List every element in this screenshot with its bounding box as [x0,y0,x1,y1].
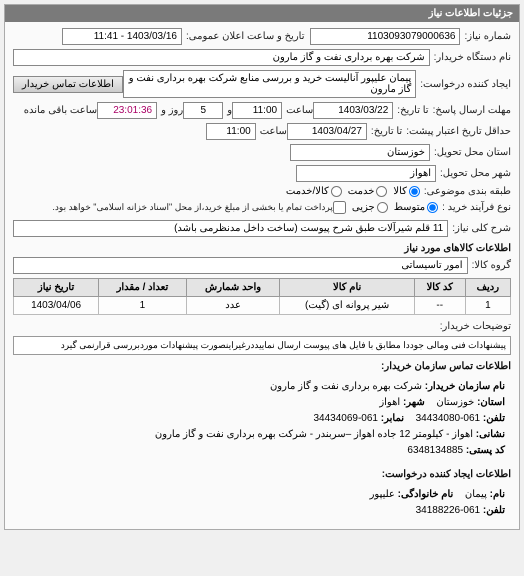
province-field: خوزستان [290,144,430,161]
deadline-date-field: 1403/03/22 [313,102,393,119]
th-date: تاریخ نیاز [14,279,99,297]
buyer-notes-box: پیشنهادات فنی ومالی جوددا مطابق با فایل … [13,336,511,355]
th-name: نام کالا [280,279,414,297]
radio-minor-input[interactable] [377,202,388,213]
main-panel: جزئیات اطلاعات نیاز شماره نیاز: 11030930… [4,4,520,530]
subject-radio-kala[interactable]: کالا [393,186,420,197]
radio-med-label: متوسط [394,202,425,213]
need-desc-field: 11 قلم شیرآلات طبق شرح پیوست (ساخت داخل … [13,220,448,237]
radio-minor-label: جزیی [352,202,375,213]
subject-radio-both[interactable]: کالا/خدمت [286,186,342,197]
need-desc-label: شرح کلی نیاز: [452,223,511,234]
request-number-label: شماره نیاز: [464,31,511,42]
radio-khedmat-label: خدمت [348,186,375,197]
process-radio-med[interactable]: متوسط [394,202,438,213]
cell-code: -- [414,297,465,315]
cell-date: 1403/04/06 [14,297,99,315]
c-post-value: 6348134885 [407,445,463,456]
table-header-row: ردیف کد کالا نام کالا واحد شمارش تعداد /… [14,279,511,297]
cr-name-label: نام: [490,489,505,500]
process-label: نوع فرآیند خرید : [442,202,511,213]
c-fax-value: 061-34434069 [313,413,378,424]
buyer-org-field: شرکت بهره برداری نفت و گاز مارون [13,49,430,66]
buyer-notes-label: توضیحات خریدار: [440,321,511,332]
c-address-value: اهواز - کیلومتر 12 جاده اهواز –سربندر - … [155,429,473,440]
validity-time-field: 11:00 [206,123,256,140]
goods-group-field: امور تاسیساتی [13,257,468,274]
days-field: 5 [183,102,223,119]
cr-lname-value: علیپور [370,489,395,500]
panel-title: جزئیات اطلاعات نیاز [5,5,519,22]
validity-time-label-2: ساعت [260,126,287,137]
city-field: اهواز [296,165,436,182]
subject-radio-group: کالا خدمت کالا/خدمت [286,186,420,197]
process-radio-minor[interactable]: جزیی [352,202,388,213]
c-province-label: استان: [477,397,505,408]
cell-name: شیر پروانه ای (گیت) [280,297,414,315]
c-org-label: نام سازمان خریدار: [425,381,505,392]
treasury-checkbox[interactable] [333,201,346,214]
creator-contact-block: نام: پیمان نام خانوادگی: علیپور تلفن: 06… [13,483,511,523]
city-label: شهر محل تحویل: [440,168,511,179]
c-post-label: کد پستی: [466,445,505,456]
radio-khedmat-input[interactable] [376,186,387,197]
validity-label: حداقل تاریخ اعتبار پیشت: [406,126,511,137]
radio-both-label: کالا/خدمت [286,186,329,197]
request-number-field: 1103093079000636 [310,28,460,45]
c-city-label: شهر: [403,397,425,408]
creator-label: ایجاد کننده درخواست: [420,79,511,90]
cell-qty: 1 [99,297,187,315]
radio-kala-input[interactable] [409,186,420,197]
buyer-contact-button[interactable]: اطلاعات تماس خریدار [13,76,123,93]
th-qty: تعداد / مقدار [99,279,187,297]
c-province-value: خوزستان [436,397,474,408]
subject-class-label: طبقه بندی موضوعی: [424,186,511,197]
deadline-reply-label: مهلت ارسال پاسخ: [433,105,511,116]
process-note: پرداخت تمام یا بخشی از مبلغ خرید،از محل … [52,202,332,213]
radio-kala-label: کالا [393,186,407,197]
th-code: کد کالا [414,279,465,297]
subject-radio-khedmat[interactable]: خدمت [348,186,388,197]
c-fax-label: نمابر: [381,413,404,424]
cr-lname-label: نام خانوادگی: [398,489,454,500]
radio-med-input[interactable] [427,202,438,213]
th-index: ردیف [465,279,510,297]
c-phone-value: 061-34434080 [416,413,481,424]
deadline-from-label: تا تاریخ: [397,105,428,116]
validity-date-field: 1403/04/27 [287,123,367,140]
deadline-time-label: ساعت [286,105,313,116]
remain-label: ساعت باقی مانده [24,105,97,116]
process-radio-group: متوسط جزیی [352,202,438,213]
goods-group-label: گروه کالا: [472,260,511,271]
deadline-time-field: 11:00 [232,102,282,119]
and-label: و [227,105,232,116]
c-address-label: نشانی: [476,429,505,440]
cr-phone-label: تلفن: [483,505,505,516]
contact-block: نام سازمان خریدار: شرکت بهره برداری نفت … [13,375,511,463]
contact-section-title: اطلاعات تماس سازمان خریدار: [13,361,511,372]
cr-phone-value: 061-34188226 [416,505,481,516]
req-creator-section: اطلاعات ایجاد کننده درخواست: [13,469,511,480]
goods-table: ردیف کد کالا نام کالا واحد شمارش تعداد /… [13,278,511,315]
remain-field: 23:01:36 [97,102,157,119]
public-date-label: تاریخ و ساعت اعلان عمومی: [186,31,305,42]
cell-index: 1 [465,297,510,315]
days-label: روز و [161,105,183,116]
th-unit: واحد شمارش [186,279,280,297]
validity-to-label: تا تاریخ: [371,126,402,137]
province-label: استان محل تحویل: [434,147,511,158]
c-city-value: اهواز [379,397,400,408]
goods-section-title: اطلاعات کالاهای مورد نیاز [13,243,511,254]
c-org-value: شرکت بهره برداری نفت و گاز مارون [270,381,422,392]
buyer-org-label: نام دستگاه خریدار: [434,52,511,63]
c-phone-label: تلفن: [483,413,505,424]
table-row: 1 -- شیر پروانه ای (گیت) عدد 1 1403/04/0… [14,297,511,315]
cr-name-value: پیمان [465,489,487,500]
creator-field: پیمان علیپور آنالیست خرید و بررسی منابع … [123,70,416,98]
cell-unit: عدد [186,297,280,315]
public-date-field: 1403/03/16 - 11:41 [62,28,182,45]
radio-both-input[interactable] [331,186,342,197]
